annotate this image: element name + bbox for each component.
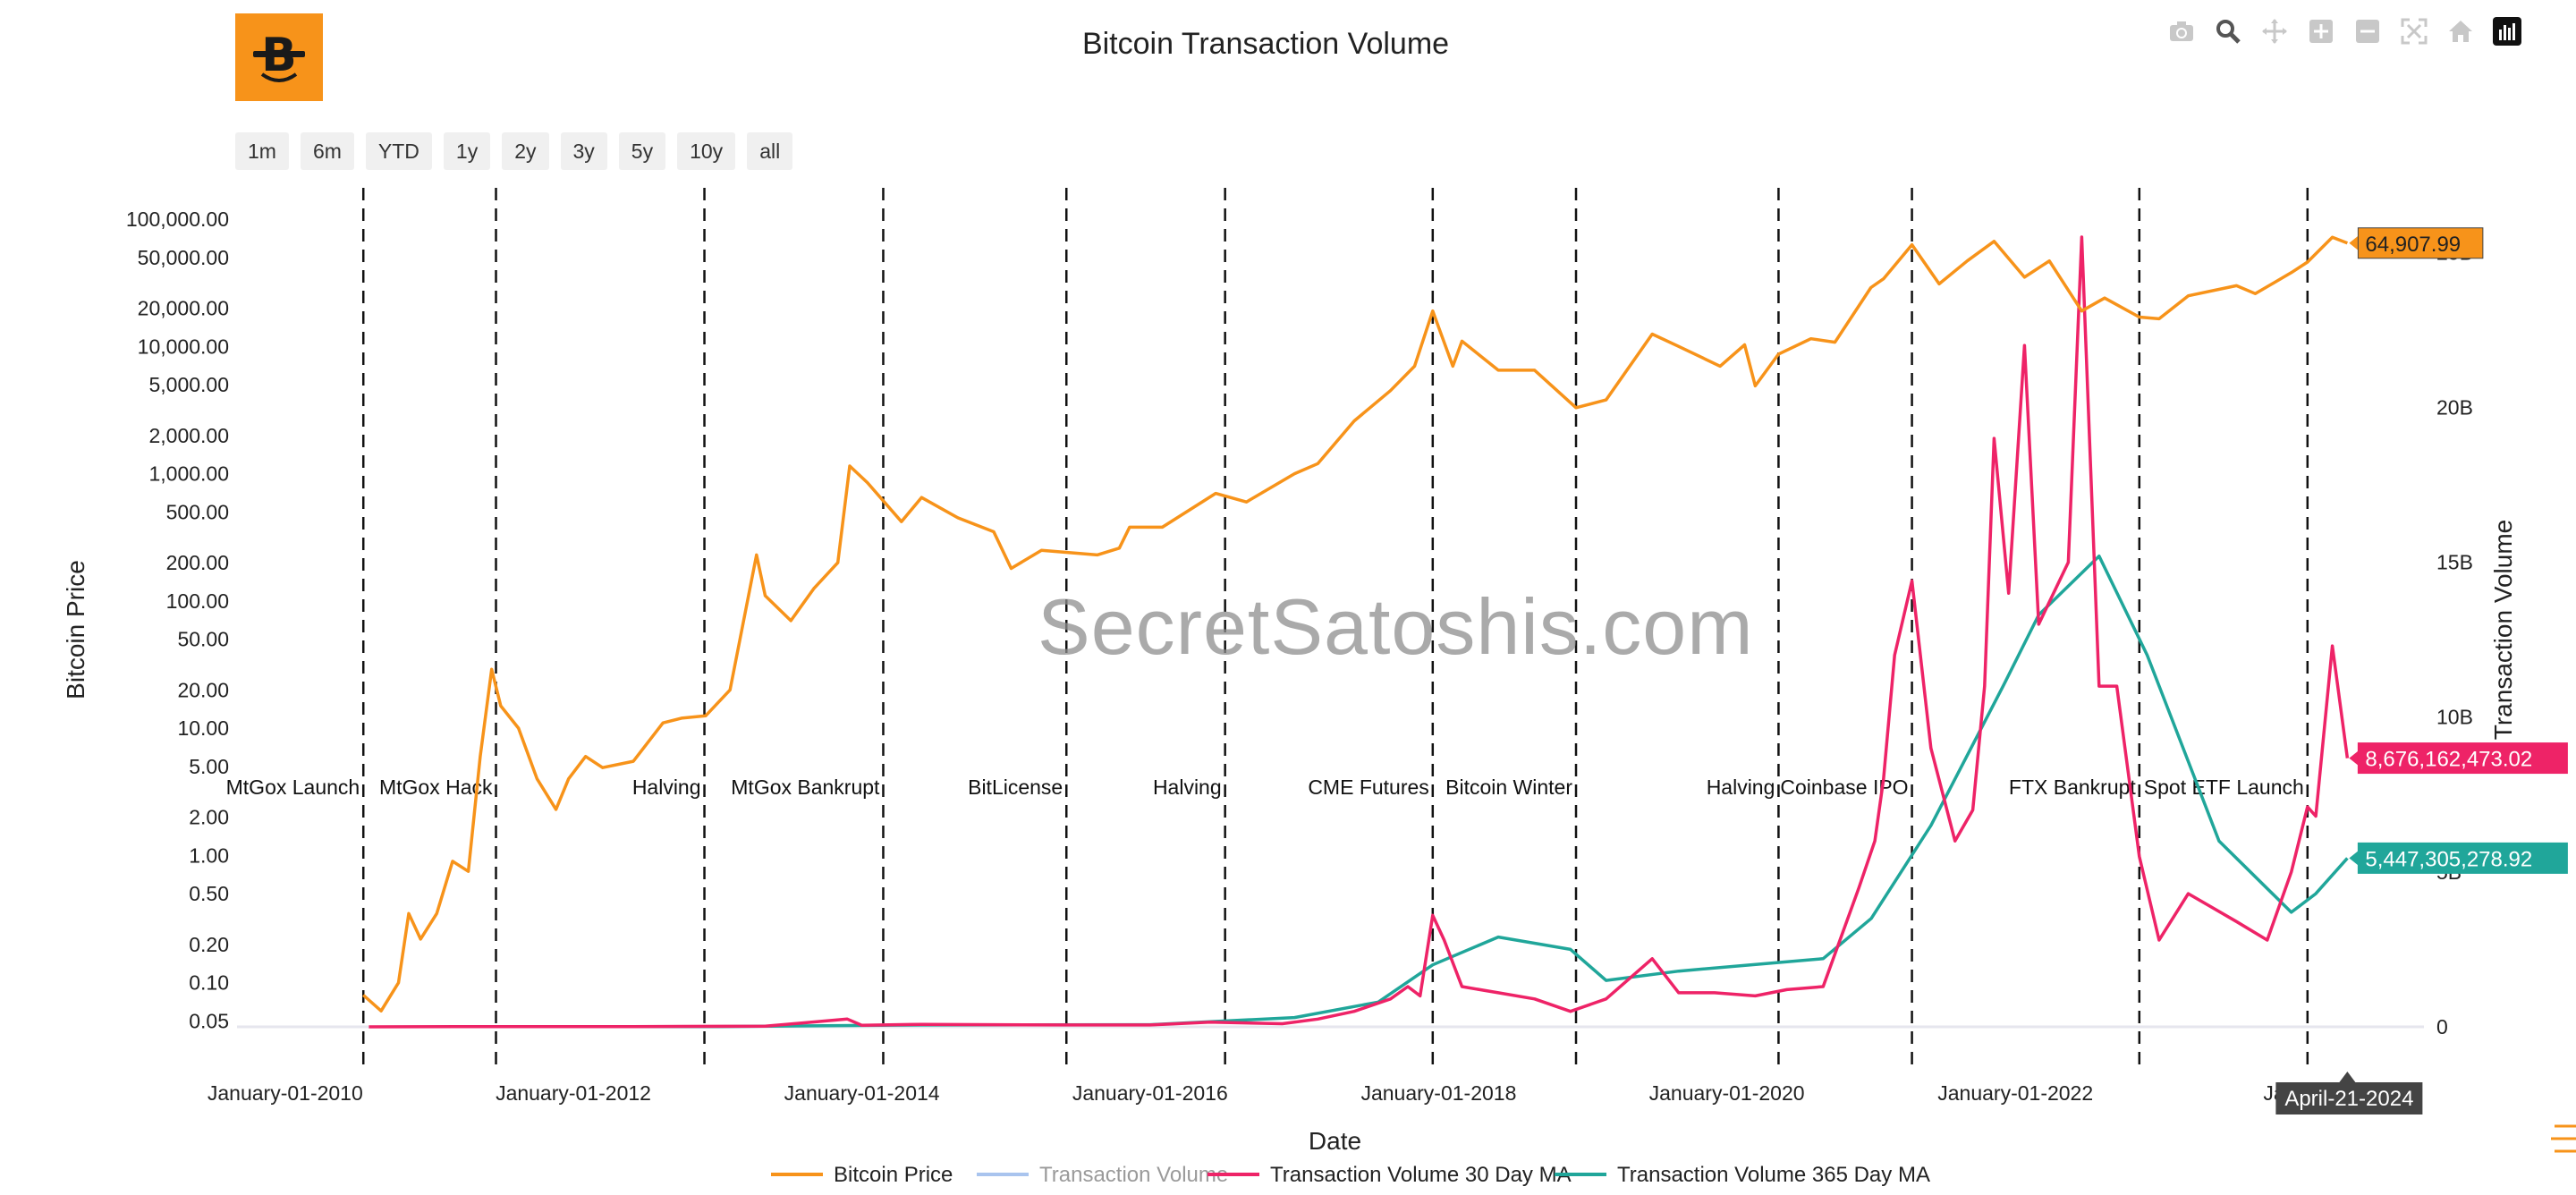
y-left-tick-label: 500.00 [166, 500, 229, 523]
range-button-6m[interactable]: 6m [300, 132, 354, 170]
hover-x-pointer [2339, 1072, 2356, 1082]
hover-label-price-text: 64,907.99 [2365, 233, 2461, 257]
event-label: BitLicense [968, 775, 1063, 799]
y-left-tick-label: 20,000.00 [138, 296, 229, 319]
hover-label-ma365-box [2357, 842, 2568, 874]
hover-label-ma30-pointer [2349, 750, 2359, 766]
range-button-all[interactable]: all [747, 132, 793, 170]
y-left-tick-label: 1.00 [189, 843, 229, 867]
zoom-icon[interactable] [2213, 16, 2243, 47]
camera-icon[interactable] [2166, 16, 2197, 47]
modebar [2166, 16, 2522, 47]
hover-label-ma30-box [2357, 742, 2568, 775]
y-left-tick-label: 20.00 [177, 678, 229, 701]
y-left-tick-label: 2.00 [189, 806, 229, 829]
hover-label-ma30-text: 8,676,162,473.02 [2365, 748, 2532, 772]
event-label: MtGox Launch [226, 775, 360, 799]
event-label: FTX Bankrupt [2009, 775, 2136, 799]
hover-x-label: April-21-2024 [2275, 1072, 2423, 1114]
range-button-3y[interactable]: 3y [560, 132, 607, 170]
y-right-tick-label: 20B [2436, 395, 2473, 419]
x-tick-label: January-01-2022 [1937, 1081, 2093, 1105]
event-label: Halving [1153, 775, 1222, 799]
plotly-logo-icon[interactable] [2492, 16, 2522, 47]
range-button-ytd[interactable]: YTD [365, 132, 432, 170]
event-label: Coinbase IPO [1780, 775, 1908, 799]
hover-label-ma30: 8,676,162,473.02 [2349, 742, 2568, 775]
y-right-tick-label: 0 [2436, 1015, 2448, 1038]
event-label: MtGox Bankrupt [731, 775, 880, 799]
legend-label: Transaction Volume 365 Day MA [1617, 1163, 1930, 1187]
legend-item[interactable]: Bitcoin Price [771, 1163, 953, 1187]
y-left-tick-label: 50,000.00 [138, 246, 229, 269]
hover-label-ma365: 5,447,305,278.92 [2349, 842, 2568, 874]
y-left-tick-label: 50.00 [177, 628, 229, 651]
event-label: Halving [1707, 775, 1775, 799]
hover-label-price-box [2357, 227, 2484, 259]
series-line-price [362, 235, 2349, 1013]
range-button-1y[interactable]: 1y [443, 132, 491, 170]
y-left-tick-label: 0.50 [189, 882, 229, 905]
hover-x-box [2275, 1082, 2423, 1114]
bitcoin-face-icon: B [253, 29, 305, 82]
x-tick-label: January-01-2018 [1360, 1081, 1516, 1105]
legend-label: Transaction Volume 30 Day MA [1270, 1163, 1572, 1187]
x-tick-label: January-01-2010 [208, 1081, 363, 1105]
y-left-tick-label: 0.10 [189, 971, 229, 995]
hover-label-ma365-pointer [2349, 851, 2359, 866]
x-tick-label: January-01-2014 [784, 1081, 940, 1105]
y-left-tick-label: 10.00 [177, 716, 229, 740]
hover-label-ma365-text: 5,447,305,278.92 [2365, 847, 2532, 871]
x-tick-label: January-01-2020 [1649, 1081, 1805, 1105]
y-right-axis-title: Transaction Volume [2489, 520, 2517, 740]
menu-icon[interactable] [2549, 1123, 2576, 1158]
event-label: Halving [632, 775, 701, 799]
event-label: Spot ETF Launch [2144, 775, 2304, 799]
y-left-tick-label: 5.00 [189, 755, 229, 778]
x-axis-title: Date [1309, 1127, 1361, 1155]
reset-axes-icon[interactable] [2445, 16, 2476, 47]
y-left-tick-label: 5,000.00 [148, 373, 229, 396]
series-line-ma30 [369, 235, 2350, 1029]
hover-label-price-pointer [2349, 235, 2359, 250]
y-right-tick-label: 10B [2436, 706, 2473, 729]
hover-label-price: 64,907.99 [2349, 227, 2484, 259]
event-label: Bitcoin Winter [1445, 775, 1572, 799]
bitcoin-logo: B [235, 13, 323, 101]
y-left-axis-title: Bitcoin Price [62, 560, 89, 699]
x-tick-label: January-01-2012 [496, 1081, 651, 1105]
y-left-tick-label: 0.20 [189, 933, 229, 956]
y-left-tick-label: 100,000.00 [126, 208, 229, 231]
series-line-ma365 [488, 554, 2349, 1029]
legend-item[interactable]: Transaction Volume 30 Day MA [1208, 1163, 1572, 1187]
y-left-tick-label: 2,000.00 [148, 424, 229, 447]
hover-x-text: April-21-2024 [2284, 1087, 2413, 1111]
range-button-10y[interactable]: 10y [677, 132, 736, 170]
legend-item[interactable]: Transaction Volume 365 Day MA [1555, 1163, 1930, 1187]
x-tick-label: January-01-2016 [1072, 1081, 1228, 1105]
legend-item[interactable]: Transaction Volume [977, 1163, 1228, 1187]
zoom-out-icon[interactable] [2352, 16, 2383, 47]
range-button-2y[interactable]: 2y [502, 132, 549, 170]
y-left-tick-label: 100.00 [166, 589, 229, 613]
legend-label: Bitcoin Price [834, 1163, 953, 1187]
chart-title: Bitcoin Transaction Volume [1081, 27, 1450, 61]
event-label: MtGox Hack [379, 775, 493, 799]
autoscale-icon[interactable] [2399, 16, 2429, 47]
range-button-5y[interactable]: 5y [618, 132, 666, 170]
y-left-tick-label: 1,000.00 [148, 462, 229, 486]
legend-label: Transaction Volume [1039, 1163, 1228, 1187]
range-selector: 1m 6m YTD 1y 2y 3y 5y 10y all [235, 132, 793, 170]
range-button-1m[interactable]: 1m [235, 132, 289, 170]
y-left-tick-label: 0.05 [189, 1009, 229, 1032]
y-left-tick-label: 200.00 [166, 551, 229, 574]
y-left-tick-label: 10,000.00 [138, 335, 229, 358]
event-label: CME Futures [1308, 775, 1428, 799]
zoom-in-icon[interactable] [2306, 16, 2336, 47]
y-right-tick-label: 15B [2436, 551, 2473, 574]
watermark: SecretSatoshis.com [1038, 582, 1754, 671]
pan-icon[interactable] [2259, 16, 2290, 47]
